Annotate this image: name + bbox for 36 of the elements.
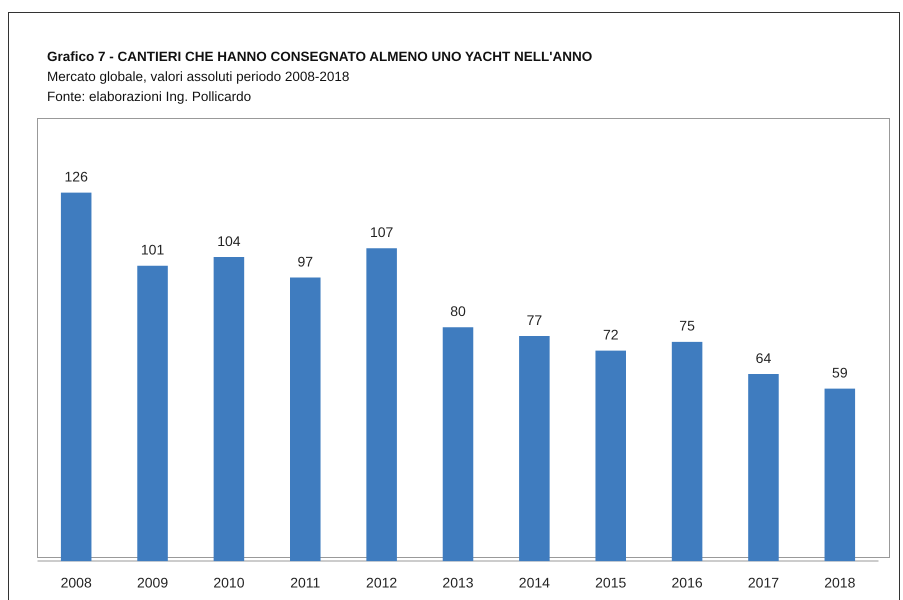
bar [137, 266, 168, 562]
chart-title: Grafico 7 - CANTIERI CHE HANNO CONSEGNATO ALMENO UNO YACHT NELL'ANNO [47, 48, 592, 66]
x-tick-label: 2018 [824, 574, 856, 590]
data-label: 59 [832, 364, 848, 380]
bar [290, 277, 321, 562]
data-label: 126 [64, 168, 88, 185]
bar [519, 336, 550, 562]
data-label: 107 [370, 224, 394, 240]
data-label: 97 [297, 253, 314, 270]
data-label: 72 [602, 326, 619, 342]
data-label: 80 [450, 303, 466, 320]
data-label: 64 [756, 350, 772, 366]
bar [824, 388, 856, 562]
bar [60, 192, 92, 562]
bar [672, 342, 702, 562]
data-label: 75 [679, 318, 696, 334]
bar [748, 374, 779, 562]
x-tick-label: 2017 [748, 574, 780, 590]
bar [595, 350, 626, 562]
bar [366, 248, 397, 562]
x-tick-label: 2015 [595, 574, 627, 590]
x-tick-label: 2014 [518, 574, 550, 590]
x-tick-label: 2011 [290, 574, 321, 590]
x-tick-label: 2009 [136, 574, 168, 590]
x-tick-label: 2008 [60, 574, 92, 590]
bar [442, 327, 474, 562]
data-label: 101 [140, 242, 164, 258]
source-note: Fonte: elaborazioni Ing. Pollicardo [47, 88, 252, 106]
chart-subtitle: Mercato globale, valori assoluti periodo 2008-2018 [47, 68, 350, 86]
x-tick-label: 2016 [672, 574, 703, 590]
data-label: 77 [526, 312, 542, 328]
x-tick-label: 2013 [442, 574, 474, 590]
x-tick-label: 2012 [366, 574, 398, 590]
data-label: 104 [217, 232, 241, 249]
x-tick-label: 2010 [213, 574, 245, 590]
bar [214, 257, 244, 562]
